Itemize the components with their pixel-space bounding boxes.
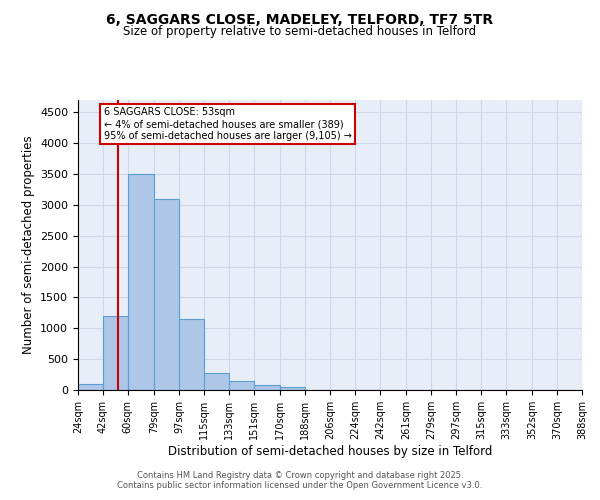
Text: 6 SAGGARS CLOSE: 53sqm
← 4% of semi-detached houses are smaller (389)
95% of sem: 6 SAGGARS CLOSE: 53sqm ← 4% of semi-deta…	[104, 108, 352, 140]
X-axis label: Distribution of semi-detached houses by size in Telford: Distribution of semi-detached houses by …	[168, 444, 492, 458]
Text: Contains HM Land Registry data © Crown copyright and database right 2025.
Contai: Contains HM Land Registry data © Crown c…	[118, 470, 482, 490]
Bar	[154, 198, 179, 390]
Bar	[128, 174, 154, 390]
Bar	[103, 316, 128, 390]
Bar	[229, 380, 254, 390]
Text: 6, SAGGARS CLOSE, MADELEY, TELFORD, TF7 5TR: 6, SAGGARS CLOSE, MADELEY, TELFORD, TF7 …	[106, 12, 494, 26]
Bar	[280, 386, 305, 390]
Bar	[254, 385, 280, 390]
Bar	[179, 319, 204, 390]
Bar	[204, 374, 229, 390]
Bar	[78, 384, 103, 390]
Y-axis label: Number of semi-detached properties: Number of semi-detached properties	[22, 136, 35, 354]
Text: Size of property relative to semi-detached houses in Telford: Size of property relative to semi-detach…	[124, 25, 476, 38]
